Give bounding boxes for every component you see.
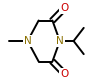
Text: O: O — [60, 69, 69, 79]
Text: N: N — [56, 36, 64, 46]
Text: O: O — [60, 3, 69, 13]
Text: N: N — [24, 36, 31, 46]
